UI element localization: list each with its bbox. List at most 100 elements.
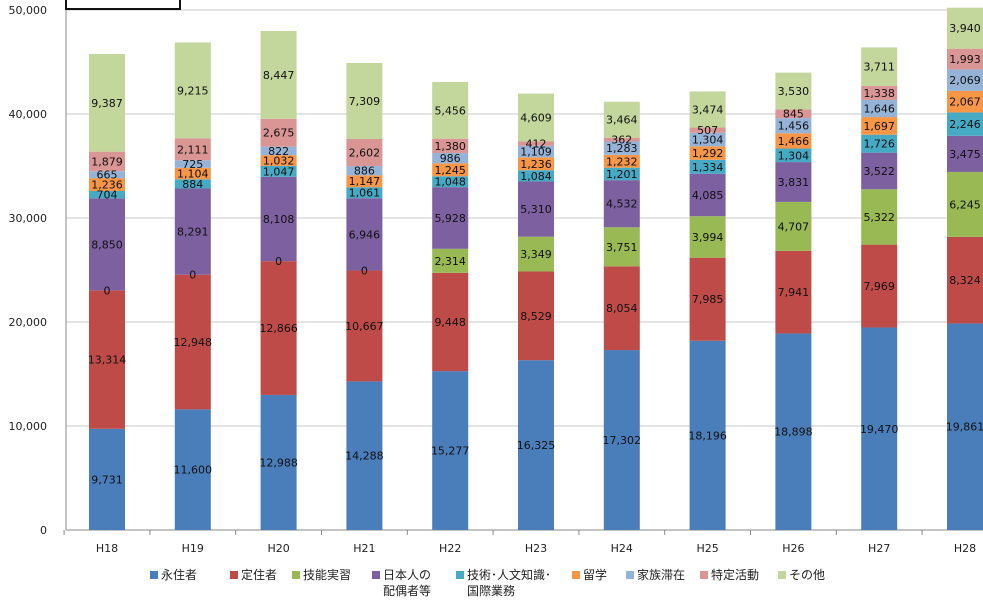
legend-label: 技術･人文知識･ 国際業務 [467, 568, 552, 598]
data-label: 1,232 [606, 155, 638, 168]
data-label: 17,302 [603, 434, 642, 447]
legend-swatch [572, 571, 580, 579]
data-label: 665 [97, 169, 118, 182]
legend-item: 日本人の 配偶者等 [372, 567, 431, 599]
data-label: 3,522 [863, 165, 895, 178]
x-tick-label: H23 [525, 542, 547, 555]
bar-segment [432, 187, 469, 249]
bar-segment [775, 72, 812, 110]
data-label: 8,108 [263, 213, 295, 226]
bar-segment [775, 118, 812, 134]
data-label: 3,474 [692, 103, 724, 116]
data-label: 10,667 [345, 320, 384, 333]
x-tick-label: H22 [439, 542, 461, 555]
bar-segment [518, 360, 554, 530]
data-label: 412 [526, 138, 547, 151]
bar-segment [947, 7, 983, 49]
bar-segment [260, 261, 297, 395]
data-label: 3,464 [606, 114, 638, 127]
bar-segment [432, 163, 469, 177]
bar-segment [518, 271, 554, 361]
bar-segment [89, 178, 125, 191]
y-axis: 0 10,000 20,000 30,000 40,000 50,000 [9, 4, 67, 537]
bar-segment [89, 171, 125, 179]
bar-segment [603, 227, 640, 267]
legend: 永住者 定住者 技能実習 日本人の 配偶者等 技術･人文知識･ 国際業務 留学 家族滞在 特定… [150, 567, 910, 605]
bar-segment [775, 333, 812, 530]
bar-segment [603, 350, 640, 530]
data-label: 19,470 [860, 423, 899, 436]
legend-label: 永住者 [161, 568, 198, 582]
bar-segment [947, 69, 983, 91]
bar-segment [689, 127, 726, 133]
bar-segment [775, 201, 812, 251]
bar-segment [89, 428, 125, 530]
bar-segment [432, 153, 469, 164]
bar-segment [603, 137, 640, 142]
data-label: 1,061 [349, 187, 381, 200]
data-label: 3,530 [778, 85, 810, 98]
bar-segment [174, 179, 211, 189]
data-label: 1,304 [778, 149, 810, 162]
data-label: 1,236 [520, 158, 552, 171]
data-label: 1,466 [778, 135, 810, 148]
data-label: 3,475 [949, 148, 981, 161]
data-label: 8,324 [949, 274, 981, 287]
data-label: 1,245 [434, 164, 466, 177]
bar-segment [260, 176, 297, 262]
bar-segment [689, 216, 726, 258]
data-label: 0 [104, 284, 111, 297]
bar-segment [861, 244, 898, 328]
legend-label: 家族滞在 [637, 568, 686, 582]
bar-segment [947, 48, 983, 70]
data-label: 2,602 [349, 147, 381, 160]
data-label: 822 [268, 145, 289, 158]
data-label: 507 [697, 124, 718, 137]
data-label: 9,448 [434, 316, 466, 329]
data-label: 3,711 [863, 61, 895, 74]
data-label: 4,532 [606, 198, 638, 211]
bar-segment [89, 54, 125, 152]
data-label: 1,879 [91, 155, 123, 168]
legend-item: 技能実習 [292, 567, 351, 583]
data-label: 2,111 [177, 143, 209, 156]
data-label: 3,994 [692, 231, 724, 244]
bar-segment [518, 170, 554, 182]
data-label: 5,322 [863, 211, 895, 224]
x-tick-label: H26 [782, 542, 804, 555]
data-label: 2,069 [949, 74, 981, 87]
x-tick-label: H24 [611, 542, 633, 555]
bar-segment [346, 198, 383, 271]
data-label: 7,985 [692, 293, 724, 306]
data-label: 11,600 [174, 464, 213, 477]
data-label: 1,380 [434, 140, 466, 153]
bar-segment [260, 30, 297, 119]
bar-segment [432, 176, 469, 188]
data-label: 15,277 [431, 445, 470, 458]
x-tick-label: H28 [954, 542, 976, 555]
bar-segment [174, 188, 211, 275]
data-label: 3,831 [778, 176, 810, 189]
data-label: 1,236 [91, 179, 123, 192]
data-label: 12,866 [259, 322, 298, 335]
data-label: 7,941 [778, 286, 810, 299]
legend-item: 永住者 [150, 567, 197, 583]
bar-segment [861, 117, 898, 135]
data-label: 8,447 [263, 69, 295, 82]
bar-segment [346, 175, 383, 188]
x-tick-label: H27 [868, 542, 890, 555]
value-labels: 9,73113,31408,8507041,2366651,8799,38711… [88, 22, 983, 486]
legend-label: 定住者 [241, 568, 278, 582]
data-label: 19,861 [946, 421, 983, 434]
bar-segment [947, 236, 983, 324]
data-label: 8,529 [520, 310, 552, 323]
data-label: 1,697 [863, 120, 895, 133]
bar-segment [346, 187, 383, 199]
bar-segment [775, 148, 812, 163]
bar-segment [861, 86, 898, 100]
bar-segment [346, 138, 383, 167]
bar-segment [174, 167, 211, 180]
data-label: 3,349 [520, 248, 552, 261]
bar-segment [861, 134, 898, 153]
